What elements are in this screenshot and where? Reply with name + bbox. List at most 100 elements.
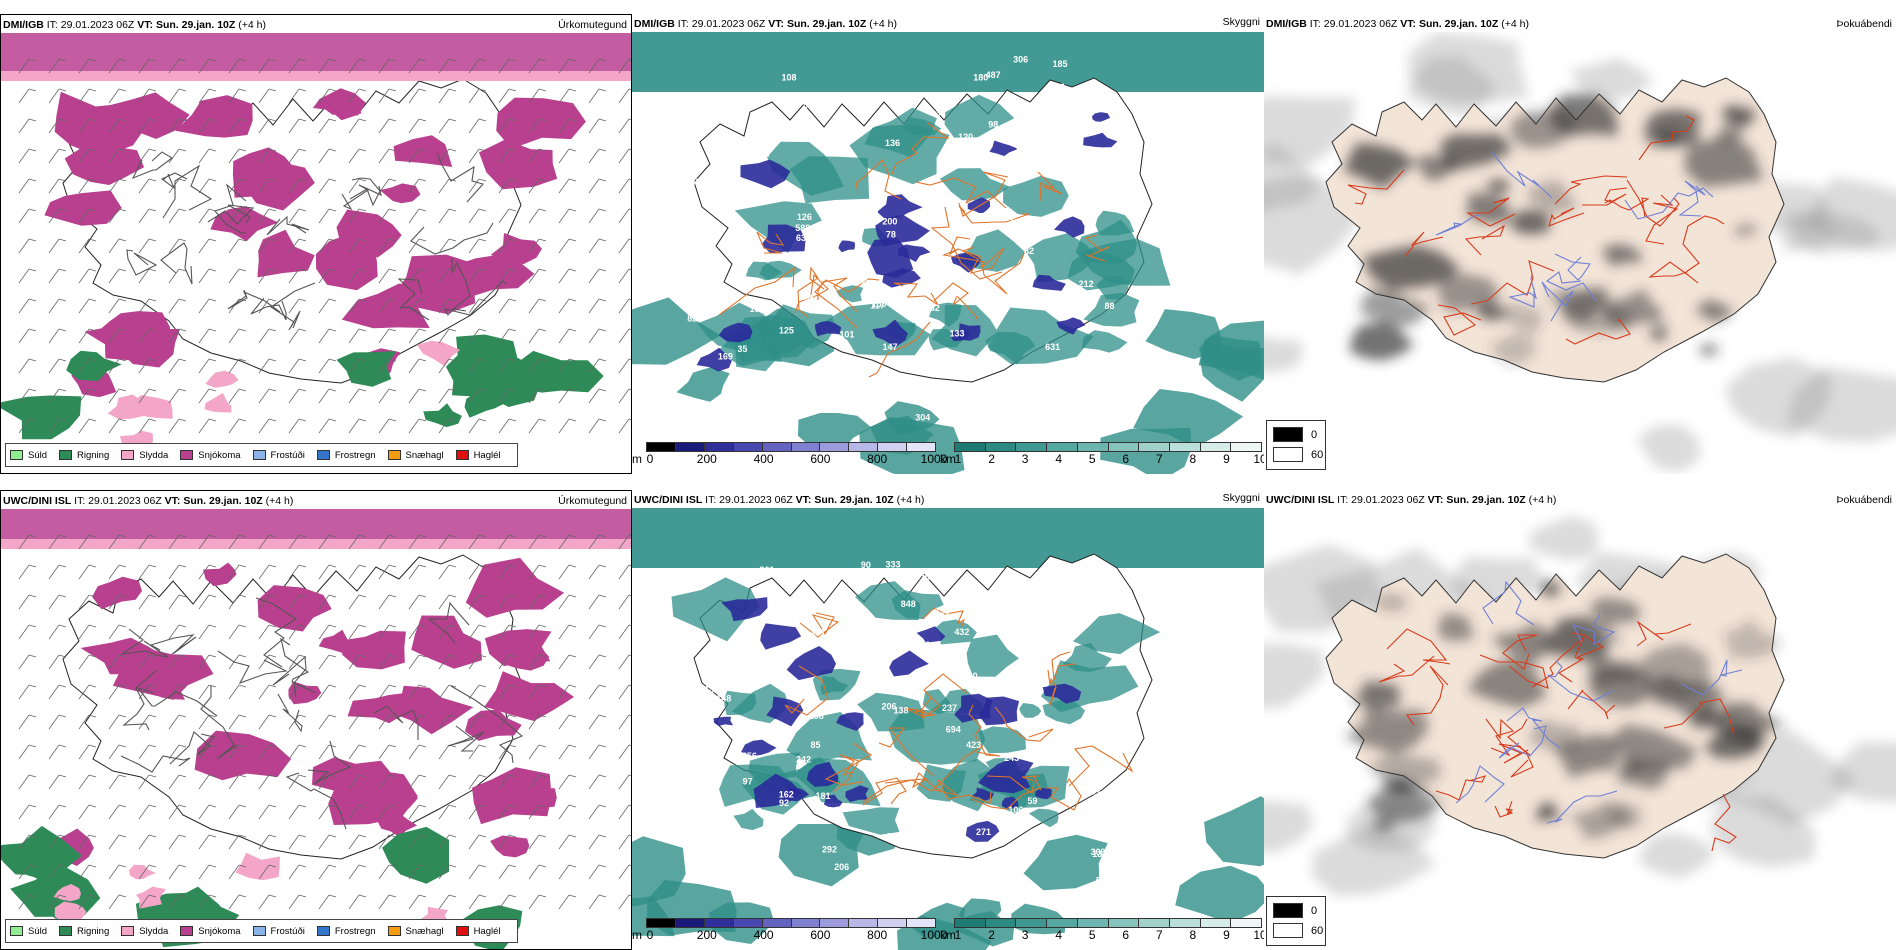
wind-barb	[468, 298, 480, 314]
wind-barb-flag	[208, 178, 217, 182]
wind-barb	[528, 238, 540, 254]
wind-barb	[558, 388, 570, 404]
wind-barb	[288, 358, 300, 374]
wind-barb	[78, 864, 90, 880]
sleet-area	[205, 370, 239, 388]
wind-barb	[498, 834, 510, 850]
wind-barb	[378, 298, 390, 314]
wind-barb	[318, 388, 330, 404]
wind-barb-flag	[208, 774, 217, 778]
fog-dense-patch	[1603, 288, 1663, 330]
wind-barb-flag	[388, 328, 397, 332]
low-cloud	[823, 794, 843, 808]
snow-area	[194, 730, 292, 781]
wind-barb-flag	[298, 418, 307, 422]
wind-barb	[138, 358, 150, 374]
wind-barb	[378, 714, 390, 730]
wind-barb	[468, 328, 480, 344]
wind-barb	[438, 208, 450, 224]
fog-dense-patch	[1537, 616, 1608, 660]
ceiling-label: 206	[881, 701, 896, 711]
wind-barb	[198, 208, 210, 224]
wind-barb-flag	[298, 714, 307, 718]
wind-barb-flag	[58, 564, 67, 568]
wind-barb-flag	[178, 148, 187, 152]
wind-barb	[468, 684, 480, 700]
wind-barb	[288, 58, 300, 74]
legend-swatch	[59, 926, 73, 936]
river	[214, 183, 247, 234]
wind-barb	[618, 328, 630, 344]
wind-barb-flag	[358, 418, 367, 422]
wind-barb	[558, 654, 570, 670]
wind-barb-flag	[538, 684, 547, 688]
wind-barb	[228, 388, 240, 404]
wind-barb	[168, 654, 180, 670]
river	[1546, 790, 1618, 824]
wind-barb-flag	[298, 88, 307, 92]
wind-barb-flag	[358, 624, 367, 628]
fog-patch	[1794, 207, 1881, 255]
wind-barb	[498, 684, 510, 700]
wind-barb	[408, 564, 420, 580]
wind-barb-flag	[148, 714, 157, 718]
wind-barb-flag	[148, 178, 157, 182]
wind-barb	[468, 88, 480, 104]
wind-barb	[168, 118, 180, 134]
wind-barb-flag	[478, 58, 487, 62]
rain-area	[336, 351, 397, 387]
wind-barb	[108, 328, 120, 344]
wind-barb-flag	[598, 418, 607, 422]
river	[1494, 800, 1514, 818]
river	[436, 152, 485, 203]
wind-barb-flag	[28, 684, 37, 688]
ceiling-label: 63	[796, 233, 806, 243]
wind-barb	[438, 358, 450, 374]
river	[933, 282, 979, 322]
rivers	[784, 607, 1134, 811]
wind-barb	[408, 654, 420, 670]
wind-barb-flag	[598, 118, 607, 122]
river	[1680, 659, 1743, 696]
wind-barb	[78, 774, 90, 790]
wind-barb-flag	[388, 178, 397, 182]
wind-barb	[558, 894, 570, 910]
panel-header: DMI/IGB IT: 29.01.2023 06Z VT: Sun. 29.j…	[1266, 18, 1529, 30]
wind-barb	[228, 714, 240, 730]
wind-barb-flag	[178, 88, 187, 92]
wind-barb	[258, 58, 270, 74]
wind-barb	[438, 328, 450, 344]
wind-barb-flag	[148, 238, 157, 242]
wind-barb	[408, 834, 420, 850]
wind-barb-flag	[388, 148, 397, 152]
fog-dense-patch	[1368, 755, 1443, 795]
legend-label: Frostregn	[334, 449, 376, 461]
colorbar-tick: 5	[1088, 928, 1096, 942]
legend-label: Rigning	[77, 449, 110, 461]
wind-barb-flag	[238, 268, 247, 272]
wind-barb	[498, 594, 510, 610]
sleet-area	[53, 884, 81, 902]
ceiling-label: 585	[1096, 875, 1111, 885]
wind-barb	[618, 208, 630, 224]
wind-barb-flag	[448, 148, 457, 152]
wind-barb-flag	[58, 298, 67, 302]
colorbar-tick: 4	[1055, 452, 1062, 466]
wind-barb-flag	[448, 208, 457, 212]
wind-barb	[138, 298, 150, 314]
legend-swatch	[59, 450, 73, 460]
wind-barb-flag	[268, 388, 277, 392]
wind-barb-flag	[538, 564, 547, 568]
wind-barb	[198, 418, 210, 434]
wind-barb	[348, 684, 360, 700]
wind-barb	[228, 238, 240, 254]
wind-barb	[528, 178, 540, 194]
wind-barb	[318, 564, 330, 580]
wind-barb	[48, 774, 60, 790]
wind-barb-flag	[58, 534, 67, 538]
wind-barb	[348, 894, 360, 910]
wind-barb	[78, 834, 90, 850]
wind-barb	[48, 804, 60, 820]
wind-barb-flag	[478, 178, 487, 182]
colorbar-tick: 400	[753, 928, 774, 942]
